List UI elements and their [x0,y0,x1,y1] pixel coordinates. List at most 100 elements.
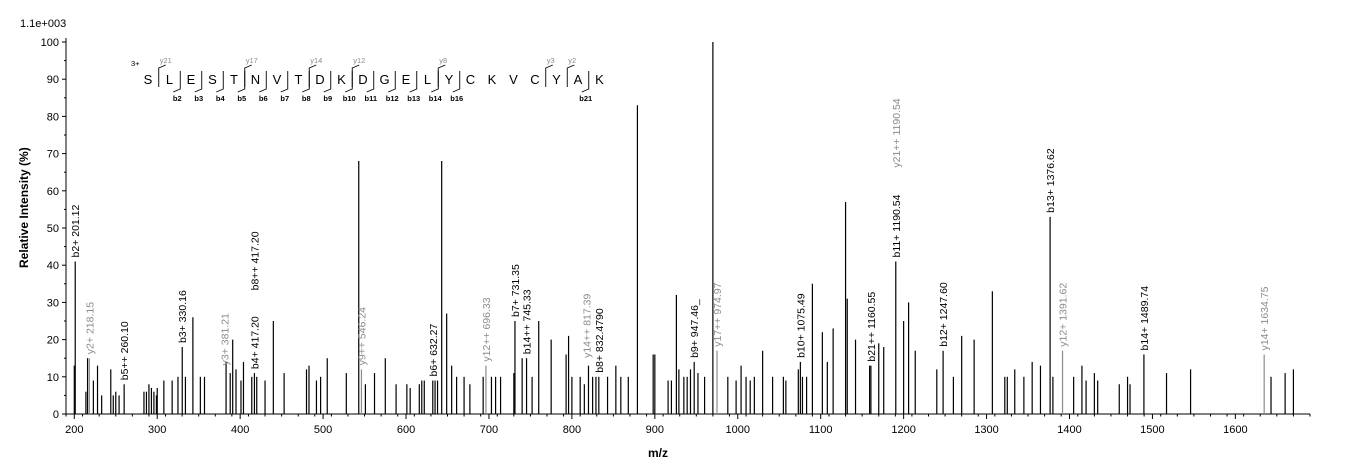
b-fragment-label: b8 [302,94,311,103]
b-fragment-bracket [409,71,418,93]
b-fragment-bracket [431,71,439,93]
b-ion-peak-label: b3+ 330.16 [177,290,189,343]
b-fragment-bracket [366,71,375,93]
y-tick-label: 30 [47,297,59,309]
y-fragment-label: y2 [568,56,576,65]
sequence-residue: V [273,72,282,87]
sequence-residue: K [337,72,346,87]
sequence-residue: L [166,72,173,87]
b-fragment-bracket [237,71,246,93]
sequence-residue: Y [445,72,454,87]
b-fragment-bracket [216,71,224,93]
sequence-residue: C [466,72,475,87]
b-ion-peak-label: b10+ 1075.49 [795,293,807,358]
x-tick-label: 500 [314,424,332,436]
y-tick-label: 20 [47,335,59,347]
b-fragment-bracket [581,71,590,93]
peak-labels-group: b2+ 201.12 y2+ 218.15 b5++ 260.10 b3+ 330.1… [70,98,1271,380]
sequence-residue: K [488,72,497,87]
y-ion-peak-label: y3+ 381.21 [220,313,232,365]
x-tick-label: 800 [563,424,581,436]
b-ion-peak-label: b2+ 201.12 [70,204,82,257]
b-fragment-label: b21 [579,94,592,103]
intensity-scale-label: 1.1e+003 [20,18,66,30]
y-ion-peak-label: y17++ 974.97 [712,282,724,346]
x-tick-label: 700 [480,424,498,436]
sequence-residue: S [144,72,153,87]
b-fragment-bracket [345,71,353,93]
y-fragment-label: y3 [547,56,555,65]
x-tick-label: 1000 [726,424,750,436]
y-tick-label: 70 [47,149,59,161]
y-fragment-label: y8 [439,56,447,65]
y-tick-label: 90 [47,74,59,86]
b-fragment-label: b2 [173,94,182,103]
sequence-residue: D [315,72,324,87]
y-fragment-bracket [545,64,553,87]
y-ion-peak-label: y12+ 1391.62 [1058,283,1070,347]
b-ion-peak-label: b11+ 1190.54 [891,194,903,257]
sequence-residue: C [530,72,539,87]
sequence-residue: N [251,72,260,87]
sequence-residue: K [595,72,604,87]
y-ion-peak-label: y12++ 696.33 [481,297,493,361]
x-tick-label: 1200 [891,424,915,436]
y-tick-label: 60 [47,186,59,198]
y-tick-label: 80 [47,111,59,123]
y-tick-label: 100 [41,37,59,49]
b-ion-peak-label: b14++ 745.33 [522,289,534,354]
y-fragment-label: y17 [246,56,258,65]
b-fragment-bracket [388,71,396,93]
b-ion-peak-label: b9+ 947.46_ [689,299,701,358]
y-fragment-label: y12 [353,56,365,65]
b-ion-peak-label: b5++ 260.10 [119,321,131,380]
sequence-residue: T [230,72,238,87]
b-ion-peak-label: b4+ 417.20 [249,316,261,369]
charge-state-label: 3+ [131,59,140,68]
sequence-residue: E [187,72,196,87]
y-fragment-label: y14 [310,56,322,65]
sequence-residue: D [358,72,367,87]
y-ion-peak-label: y14++ 817.39 [581,294,593,358]
b-fragment-label: b12 [386,94,399,103]
b-fragment-label: b10 [343,94,356,103]
b-fragment-label: b9 [323,94,332,103]
x-tick-label: 1300 [974,424,998,436]
x-tick-label: 600 [397,424,415,436]
b-ion-peak-label: b14+ 1489.74 [1139,286,1151,351]
b-fragment-bracket [452,71,461,93]
b-fragment-label: b6 [259,94,268,103]
b-fragment-bracket [173,71,181,93]
x-tick-label: 400 [231,424,249,436]
y-tick-label: 10 [47,372,59,384]
sequence-residue: S [208,72,217,87]
b-fragment-bracket [194,71,203,93]
peaks-group [73,42,1295,414]
b-fragment-label: b4 [216,94,226,103]
b-fragment-label: b16 [450,94,463,103]
b-fragment-label: b11 [364,94,377,103]
b-ion-peak-label: b6+ 632.27 [428,324,440,377]
x-tick-label: 200 [65,424,83,436]
b-ion-peak-label: b21++ 1160.55 [866,292,878,362]
y-fragment-label: y21 [160,56,172,65]
x-axis-title: m/z [648,446,668,460]
sequence-residue: T [295,72,303,87]
y-tick-label: 40 [47,260,59,272]
sequence-residue: L [424,72,431,87]
b-fragment-bracket [323,71,332,93]
sequence-residue: G [379,72,389,87]
sequence-residue: Y [552,72,561,87]
x-tick-label: 1600 [1223,424,1247,436]
b-fragment-label: b7 [280,94,289,103]
b-ion-peak-label: b13+ 1376.62 [1045,148,1057,213]
sequence-residue: V [509,72,518,87]
b-ion-peak-label: b7+ 731.35 [510,264,522,317]
b-fragment-bracket [280,71,289,93]
x-tick-label: 1500 [1140,424,1164,436]
y-tick-label: 0 [53,409,59,421]
b-ion-peak-label: b12+ 1247.60 [938,282,950,347]
